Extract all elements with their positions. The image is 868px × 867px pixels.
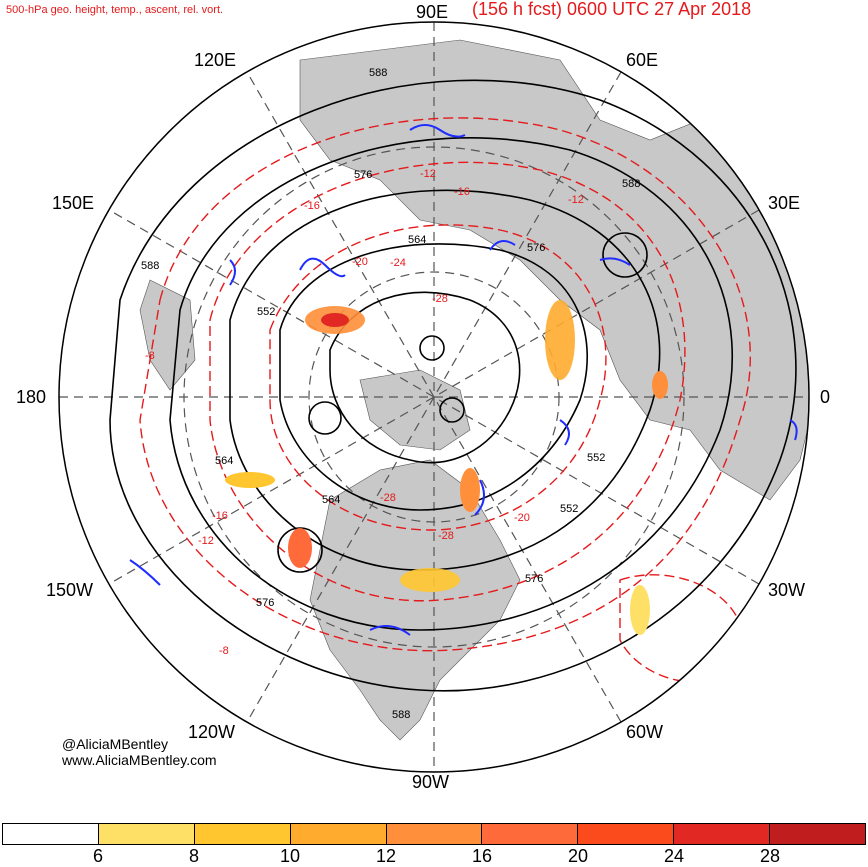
map-border <box>58 21 810 773</box>
vorticity-shading <box>225 300 668 635</box>
credit-handle: @AliciaMBentley <box>62 736 169 752</box>
lon-label-30e: 30E <box>768 193 801 213</box>
height-label: 564 <box>215 455 234 467</box>
height-label: 588 <box>141 260 160 272</box>
height-label: 588 <box>392 709 411 721</box>
height-label: 576 <box>354 169 373 181</box>
temp-label: -12 <box>568 194 584 206</box>
temp-label: -20 <box>352 256 368 268</box>
graticule <box>59 22 809 772</box>
colorbar-swatch <box>97 823 194 845</box>
colorbar-label: 12 <box>375 846 397 866</box>
temp-label: -28 <box>380 492 396 504</box>
lon-label-60w: 60W <box>626 722 664 742</box>
product-title: 500-hPa geo. height, temp., ascent, rel.… <box>6 4 224 16</box>
colorbar-swatch <box>289 823 386 845</box>
temp-label: -28 <box>432 293 448 305</box>
colorbar-label: 28 <box>759 846 781 866</box>
height-label: 576 <box>525 573 544 585</box>
colorbar-label: 6 <box>92 846 104 866</box>
temp-label: -16 <box>304 200 320 212</box>
height-label: 552 <box>560 503 579 515</box>
temp-label: -16 <box>212 510 228 522</box>
height-label: 588 <box>369 67 388 79</box>
lon-label-90e: 90E <box>416 2 449 22</box>
height-label: 552 <box>587 452 606 464</box>
height-label: 564 <box>322 494 341 506</box>
colorbar-label: 24 <box>663 846 685 866</box>
colorbar-swatch <box>385 823 482 845</box>
height-label: 576 <box>527 242 546 254</box>
temp-label: -8 <box>145 350 155 362</box>
credit-site: www.AliciaMBentley.com <box>62 752 217 768</box>
height-label: 564 <box>408 234 427 246</box>
colorbar-swatch <box>2 823 98 845</box>
temp-label: -20 <box>514 512 530 524</box>
ascent-contours <box>129 124 798 636</box>
temp-label: -12 <box>420 168 436 180</box>
colorbar-swatch <box>577 823 674 845</box>
height-label: 588 <box>622 178 641 190</box>
forecast-time: (156 h fcst) 0600 UTC 27 Apr 2018 <box>472 0 752 19</box>
temperature-contours <box>139 117 751 683</box>
lon-label-150w: 150W <box>46 580 94 600</box>
colorbar-swatch <box>673 823 770 845</box>
credit-block: @AliciaMBentley www.AliciaMBentley.com <box>62 736 217 768</box>
lon-label-0: 0 <box>820 387 831 407</box>
height-label: 552 <box>257 306 276 318</box>
temp-label: -12 <box>198 535 214 547</box>
colorbar-label: 20 <box>567 846 589 866</box>
colorbar-swatch <box>769 823 867 845</box>
colorbar-swatch <box>193 823 290 845</box>
height-label: 576 <box>256 597 275 609</box>
colorbar-swatch <box>481 823 578 845</box>
height-contours <box>109 79 797 692</box>
lon-label-90w: 90W <box>412 772 450 792</box>
temp-label: -24 <box>390 257 406 269</box>
lon-label-120w: 120W <box>188 722 236 742</box>
colorbar <box>2 823 867 845</box>
colorbar-label: 8 <box>188 846 200 866</box>
colorbar-label: 10 <box>279 846 301 866</box>
lon-label-30w: 30W <box>768 580 806 600</box>
colorbar-label: 16 <box>471 846 493 866</box>
lon-label-150e: 150E <box>52 193 95 213</box>
temp-label: -16 <box>454 186 470 198</box>
temp-label: -8 <box>219 645 229 657</box>
lon-label-60e: 60E <box>626 50 659 70</box>
lon-label-120e: 120E <box>194 50 237 70</box>
lon-label-180: 180 <box>16 387 47 407</box>
temp-label: -28 <box>438 530 454 542</box>
